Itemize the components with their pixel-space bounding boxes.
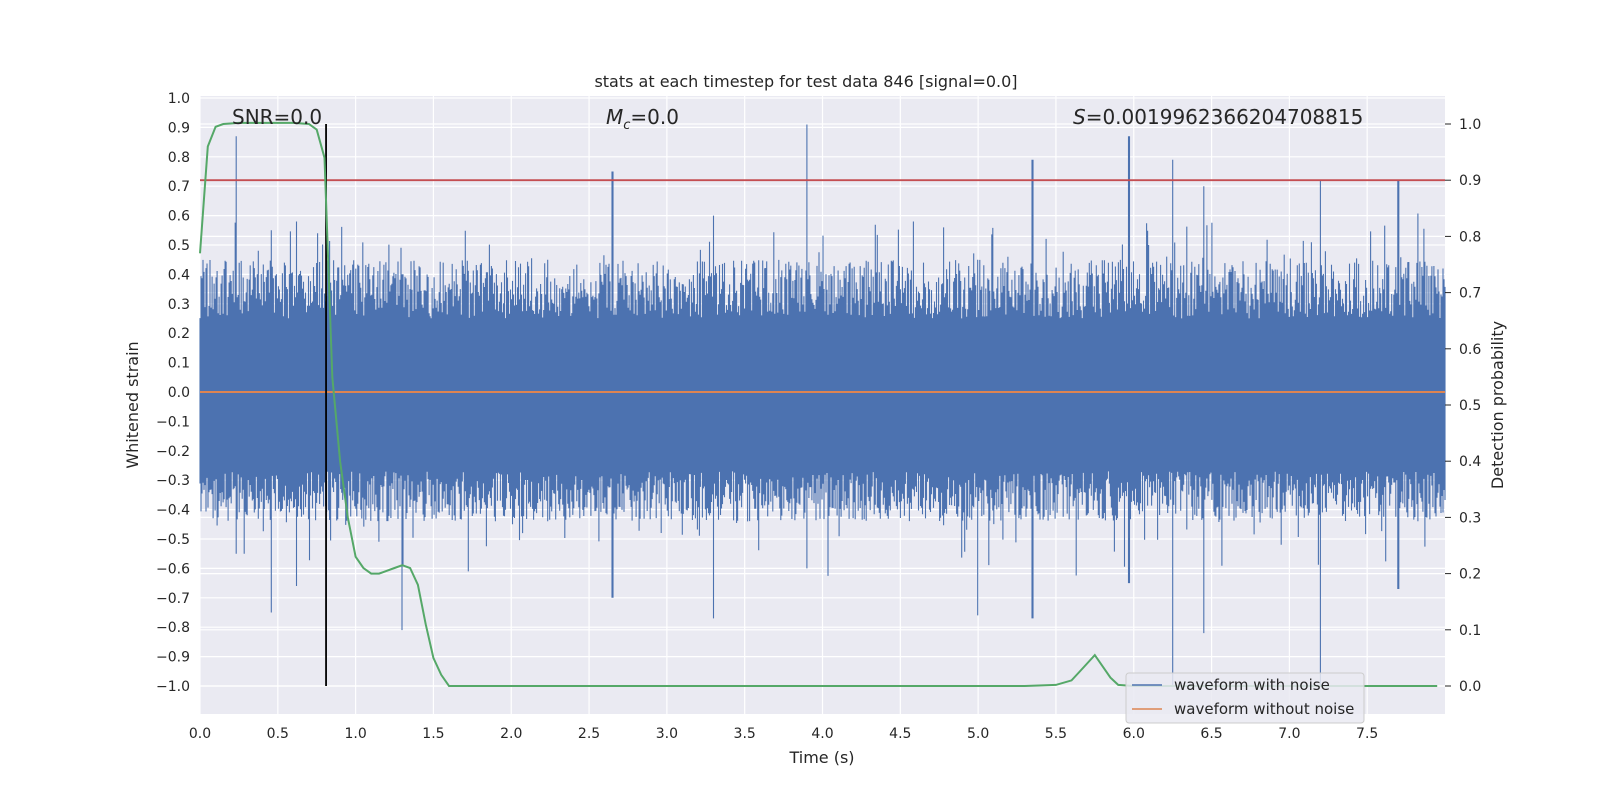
y-left-axis-ticks: 1.0 0.9 0.8 0.7 0.6 0.5 0.4 0.3 0.2 0.1 0.0 −0.1 −0.… xyxy=(156,91,190,695)
x-tick-label: 1.0 xyxy=(344,726,366,742)
overlay-lines xyxy=(199,121,1445,687)
y-right-tick-label: 0.5 xyxy=(1459,398,1481,414)
x-tick-label: 7.0 xyxy=(1278,726,1300,742)
x-axis-label: Time (s) xyxy=(788,748,854,767)
y-left-tick-label: −1.0 xyxy=(156,679,190,695)
y-left-tick-label: 0.8 xyxy=(168,150,190,166)
legend-box xyxy=(1125,672,1365,724)
y-right-axis-ticks: 1.0 0.9 0.8 0.7 0.6 0.5 0.4 0.3 0.2 0.1 0.0 xyxy=(1445,117,1481,695)
y-left-tick-label: 0.0 xyxy=(168,385,190,401)
x-tick-label: 2.0 xyxy=(500,726,522,742)
chart-title: stats at each timestep for test data 846… xyxy=(594,72,1017,91)
x-tick-label: 0.5 xyxy=(267,726,289,742)
y-right-tick-label: 0.1 xyxy=(1459,623,1481,639)
x-tick-label: 7.5 xyxy=(1356,726,1378,742)
x-tick-label: 4.5 xyxy=(889,726,911,742)
x-axis-ticks: 0.0 0.5 1.0 1.5 2.0 2.5 3.0 3.5 4.0 4.5 5.0 5.5 6.0 6… xyxy=(189,726,1378,742)
y-left-tick-label: −0.3 xyxy=(156,473,190,489)
s-value: =0.0019962366204708815 xyxy=(1086,105,1364,129)
y-left-tick-label: 0.2 xyxy=(168,326,190,342)
y-left-tick-label: 0.5 xyxy=(168,238,190,254)
y-right-axis-label: Detection probability xyxy=(1488,321,1507,489)
legend-label-noisy: waveform with noise xyxy=(1174,676,1330,694)
s-annotation: S=0.0019962366204708815 xyxy=(1073,105,1363,129)
x-tick-label: 5.5 xyxy=(1045,726,1067,742)
x-tick-label: 3.0 xyxy=(656,726,678,742)
x-tick-label: 2.5 xyxy=(578,726,600,742)
y-right-tick-label: 0.2 xyxy=(1459,567,1481,583)
y-left-tick-label: −0.5 xyxy=(156,532,190,548)
y-right-tick-label: 0.7 xyxy=(1459,286,1481,302)
y-left-tick-label: −0.4 xyxy=(156,503,190,519)
y-right-tick-label: 0.4 xyxy=(1459,454,1481,470)
y-left-axis-label: Whitened strain xyxy=(123,341,142,468)
legend-label-clean: waveform without noise xyxy=(1174,700,1354,718)
y-right-tick-label: 0.8 xyxy=(1459,229,1481,245)
detection-probability-line xyxy=(199,121,1438,687)
s-symbol: S xyxy=(1073,105,1086,129)
chirp-mass-annotation: Mc=0.0 xyxy=(606,105,679,133)
y-right-tick-label: 0.6 xyxy=(1459,342,1481,358)
y-right-tick-label: 1.0 xyxy=(1459,117,1481,133)
y-right-tick-label: 0.3 xyxy=(1459,510,1481,526)
y-left-tick-label: −0.6 xyxy=(156,561,190,577)
chirp-mass-symbol: M xyxy=(606,105,623,129)
chirp-mass-subscript: c xyxy=(623,118,630,133)
y-left-tick-label: −0.2 xyxy=(156,444,190,460)
y-right-tick-label: 0.9 xyxy=(1459,173,1481,189)
legend: waveform with noise waveform without noi… xyxy=(1125,672,1365,724)
x-tick-label: 5.0 xyxy=(967,726,989,742)
y-left-tick-label: −0.1 xyxy=(156,414,190,430)
chirp-mass-value: =0.0 xyxy=(630,105,679,129)
x-tick-label: 6.0 xyxy=(1123,726,1145,742)
y-left-tick-label: 0.7 xyxy=(168,179,190,195)
snr-annotation: SNR=0.0 xyxy=(232,105,322,129)
y-left-tick-label: 0.9 xyxy=(168,120,190,136)
x-tick-label: 1.5 xyxy=(422,726,444,742)
y-left-tick-label: −0.9 xyxy=(156,650,190,666)
y-left-tick-label: 0.6 xyxy=(168,209,190,225)
y-left-tick-label: −0.8 xyxy=(156,620,190,636)
x-tick-label: 6.5 xyxy=(1200,726,1222,742)
x-tick-label: 4.0 xyxy=(811,726,833,742)
x-tick-label: 3.5 xyxy=(734,726,756,742)
y-left-tick-label: 0.4 xyxy=(168,267,190,283)
y-left-tick-label: −0.7 xyxy=(156,591,190,607)
x-tick-label: 0.0 xyxy=(189,726,211,742)
y-left-tick-label: 1.0 xyxy=(168,91,190,107)
y-right-tick-label: 0.0 xyxy=(1459,679,1481,695)
y-left-tick-label: 0.3 xyxy=(168,297,190,313)
y-left-tick-label: 0.1 xyxy=(168,356,190,372)
